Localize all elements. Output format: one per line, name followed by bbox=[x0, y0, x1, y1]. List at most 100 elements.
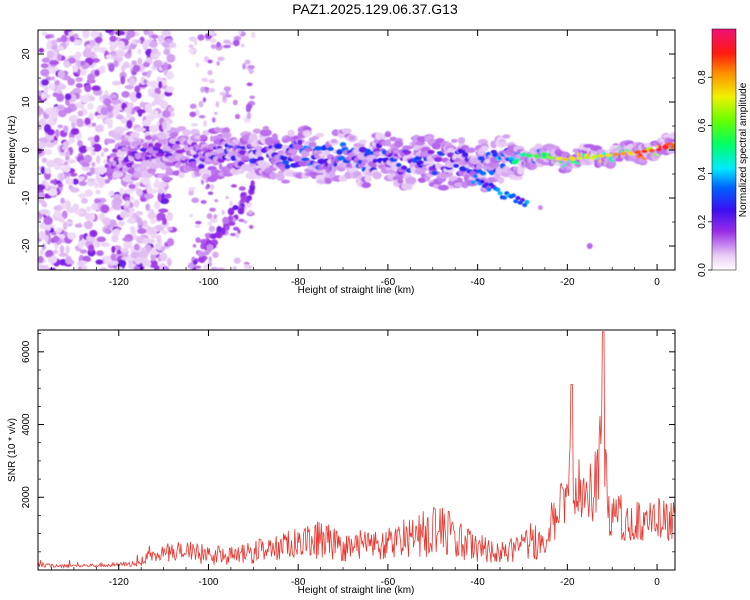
spectrogram-cell bbox=[108, 260, 119, 266]
spectrogram-cell bbox=[142, 40, 149, 50]
spectrogram-cell bbox=[451, 138, 458, 143]
spectrogram-cell bbox=[58, 252, 69, 257]
x-tick-label: -80 bbox=[291, 577, 306, 588]
spectrogram-cell bbox=[54, 79, 60, 86]
spectrogram-cell bbox=[129, 226, 136, 231]
spectrogram-cell bbox=[89, 229, 98, 238]
spectrogram-cell bbox=[123, 240, 133, 250]
spectrogram-cell bbox=[562, 157, 569, 162]
spectrogram-cell bbox=[72, 178, 79, 185]
spectrogram-cell bbox=[237, 207, 245, 215]
spectrogram-cell bbox=[46, 159, 55, 168]
spectrogram-cell bbox=[136, 188, 143, 197]
spectrogram-cell bbox=[51, 45, 58, 51]
spectrogram-cell bbox=[619, 151, 626, 156]
spectrogram-cell bbox=[192, 243, 197, 248]
spectrogram-cell bbox=[210, 267, 216, 270]
spectrogram-cell bbox=[128, 183, 136, 190]
spectrogram-cell bbox=[144, 193, 154, 200]
spectrogram-cell bbox=[48, 83, 56, 91]
spectrogram-cell bbox=[78, 180, 87, 187]
spectrogram-cell bbox=[114, 126, 124, 135]
spectrogram-cell bbox=[246, 82, 253, 87]
spectrogram-cell bbox=[53, 157, 63, 165]
spectrogram-cell bbox=[137, 57, 143, 65]
spectrogram-cell bbox=[222, 95, 226, 101]
spectrogram-x-ticks: -120 -100 -80 -60 -40 -20 0 bbox=[51, 30, 660, 288]
spectrogram-cell bbox=[491, 161, 500, 168]
spectrogram-cell bbox=[130, 196, 135, 202]
spectrogram-cell bbox=[41, 31, 48, 36]
spectrogram-cell bbox=[75, 83, 83, 89]
spectrogram-cell bbox=[470, 180, 476, 185]
spectrogram-cell bbox=[69, 172, 78, 177]
spectrogram-cell bbox=[262, 125, 270, 131]
spectrogram-cell bbox=[82, 49, 92, 58]
spectrogram-cell bbox=[116, 50, 125, 58]
spectrogram-cell bbox=[80, 60, 86, 66]
spectrogram-cell bbox=[79, 249, 88, 254]
spectrogram-cell bbox=[130, 251, 140, 259]
spectrogram-cell bbox=[77, 176, 85, 181]
spectrogram-cell bbox=[178, 172, 185, 179]
spectrogram-cell bbox=[159, 100, 168, 109]
spectrogram-cell bbox=[495, 167, 503, 174]
spectrogram-cell bbox=[44, 167, 52, 175]
spectrogram-cell bbox=[72, 203, 79, 212]
spectrogram-cell bbox=[91, 85, 101, 92]
spectrogram-cell bbox=[65, 255, 72, 265]
spectrogram-cell bbox=[415, 141, 426, 146]
spectrogram-cell bbox=[519, 153, 526, 157]
spectrogram-cell bbox=[112, 197, 123, 206]
spectrogram-cell bbox=[83, 220, 93, 230]
y-tick-label: 6000 bbox=[21, 340, 32, 363]
spectrogram-cell bbox=[161, 176, 174, 182]
spectrogram-cell bbox=[195, 237, 201, 243]
spectrogram-cell bbox=[77, 266, 83, 270]
spectrogram-cell bbox=[215, 148, 227, 155]
spectrogram-cell bbox=[303, 131, 311, 138]
spectrogram-cell bbox=[524, 200, 530, 205]
spectrogram-cell bbox=[208, 88, 216, 93]
spectrogram-cell bbox=[77, 140, 83, 147]
spectrogram-cell bbox=[90, 30, 100, 38]
spectrogram-cell bbox=[364, 175, 372, 183]
spectrogram-cell bbox=[94, 36, 103, 44]
spectrogram-cell bbox=[242, 63, 246, 70]
spectrogram-cell bbox=[517, 167, 525, 175]
spectrogram-cell bbox=[102, 217, 111, 226]
spectrogram-cell bbox=[414, 167, 426, 175]
spectrogram-cell bbox=[46, 142, 54, 148]
spectrogram-cell bbox=[75, 77, 84, 83]
spectrogram-cell bbox=[584, 155, 591, 160]
snr-frame bbox=[37, 329, 676, 571]
spectrogram-cell bbox=[287, 148, 298, 154]
spectrogram-cell bbox=[105, 30, 113, 34]
spectrogram-cell bbox=[60, 197, 65, 204]
spectrogram-cell bbox=[52, 235, 60, 243]
spectrogram-cell bbox=[48, 267, 56, 270]
spectrogram-cell bbox=[153, 200, 161, 210]
colorbar-tick-label: 0.2 bbox=[697, 214, 708, 228]
spectrogram-cell bbox=[124, 188, 134, 195]
spectrogram-cell bbox=[329, 170, 336, 178]
spectrogram-cell bbox=[75, 101, 83, 109]
spectrogram-cell bbox=[78, 193, 86, 199]
spectrogram-cell bbox=[232, 99, 238, 106]
spectrogram-cell bbox=[207, 221, 213, 226]
spectrogram-cell bbox=[38, 107, 44, 116]
spectrogram-cell bbox=[44, 234, 49, 243]
spectrogram-cell bbox=[203, 120, 207, 128]
spectrogram-cell bbox=[194, 224, 201, 228]
spectrogram-cell bbox=[158, 208, 169, 213]
spectrogram-cell bbox=[43, 216, 53, 226]
spectrogram-cell bbox=[84, 212, 90, 220]
spectrogram-cell bbox=[98, 212, 106, 220]
spectrogram-cell bbox=[188, 189, 194, 196]
spectrogram-cell bbox=[495, 187, 501, 192]
spectrogram-cell bbox=[189, 213, 193, 218]
spectrogram-cell bbox=[242, 220, 248, 224]
spectrogram-cell bbox=[231, 138, 240, 144]
spectrogram-cell bbox=[89, 167, 95, 175]
spectrogram-cell bbox=[61, 202, 67, 210]
